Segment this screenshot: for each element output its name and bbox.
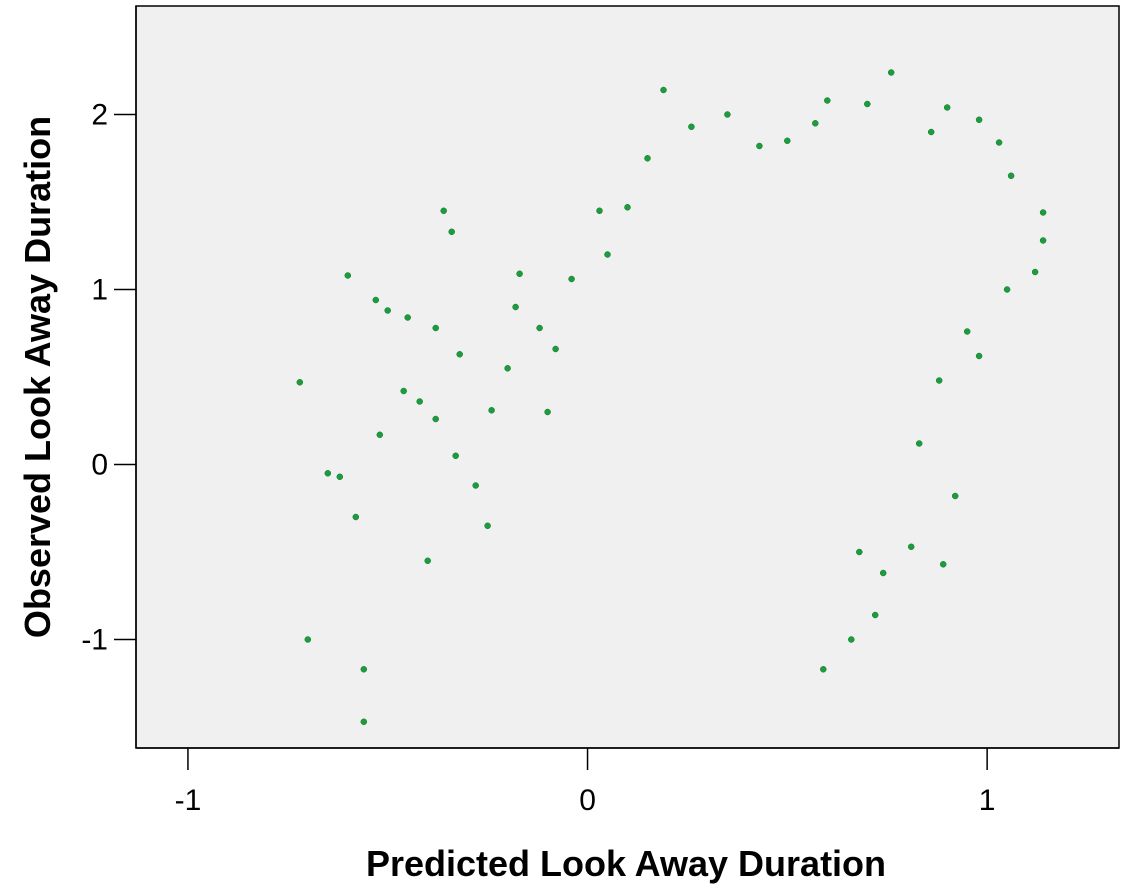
data-point — [432, 415, 439, 423]
plot-area — [135, 5, 1120, 749]
data-point — [1003, 286, 1011, 293]
data-point — [372, 296, 380, 304]
data-point — [784, 137, 791, 145]
x-tick-label: 1 — [979, 784, 996, 817]
data-point — [384, 307, 391, 314]
data-point — [1007, 172, 1015, 180]
data-point — [352, 513, 360, 521]
data-point — [296, 379, 304, 386]
data-point — [879, 569, 887, 577]
x-tick-label: 0 — [579, 784, 596, 817]
data-point — [552, 345, 559, 353]
data-point — [943, 104, 951, 111]
data-point — [452, 452, 459, 460]
data-point — [360, 718, 368, 726]
y-tick-label: 1 — [91, 274, 108, 307]
data-point — [544, 408, 551, 416]
data-point — [304, 636, 312, 643]
data-point — [824, 97, 831, 104]
data-point — [995, 139, 1003, 146]
y-tick-label: 0 — [91, 449, 108, 482]
data-point — [504, 365, 511, 372]
y-tick-label: 2 — [91, 99, 108, 132]
data-point — [975, 352, 983, 360]
data-point — [440, 207, 447, 215]
data-point — [963, 328, 971, 335]
data-point — [344, 272, 352, 279]
data-point — [604, 251, 611, 258]
data-point — [1039, 209, 1047, 216]
data-point — [756, 142, 763, 150]
data-point — [887, 69, 895, 76]
y-axis-title: Observed Look Away Duration — [17, 116, 58, 638]
data-point — [488, 407, 495, 414]
data-point — [820, 666, 827, 673]
data-point — [456, 351, 463, 358]
y-ticks: -1 0 1 2 — [81, 99, 136, 657]
data-point — [856, 548, 863, 556]
x-ticks: -1 0 1 — [175, 748, 996, 817]
data-point — [1031, 268, 1039, 276]
data-point — [871, 611, 879, 619]
data-point — [624, 204, 631, 211]
data-point — [915, 440, 923, 447]
data-point — [448, 228, 455, 236]
data-point — [848, 636, 855, 643]
data-point — [516, 270, 523, 278]
data-point — [951, 492, 959, 500]
data-point — [644, 155, 651, 162]
data-point — [424, 557, 431, 565]
data-point — [484, 522, 491, 530]
data-point — [472, 482, 479, 489]
data-point — [939, 561, 947, 568]
data-point — [864, 100, 871, 108]
data-point — [324, 470, 332, 477]
data-point — [660, 86, 667, 94]
data-point — [812, 120, 819, 127]
data-point — [907, 543, 915, 551]
data-point — [416, 398, 423, 405]
x-tick-label: -1 — [175, 784, 202, 817]
points-layer — [296, 69, 1047, 726]
data-point — [404, 314, 411, 321]
data-point — [432, 324, 439, 332]
data-point — [927, 128, 935, 136]
data-point — [688, 123, 695, 131]
data-point — [512, 303, 519, 311]
x-axis-title: Predicted Look Away Duration — [366, 843, 886, 884]
y-tick-label: -1 — [81, 624, 108, 657]
data-point — [568, 275, 575, 283]
data-point — [935, 377, 943, 384]
data-point — [536, 324, 543, 332]
data-point — [400, 387, 407, 395]
data-point — [596, 207, 603, 215]
data-point — [376, 431, 384, 439]
data-point — [1039, 237, 1047, 244]
data-point — [336, 473, 344, 481]
data-point — [724, 111, 731, 118]
data-point — [975, 116, 983, 124]
data-point — [360, 666, 368, 673]
